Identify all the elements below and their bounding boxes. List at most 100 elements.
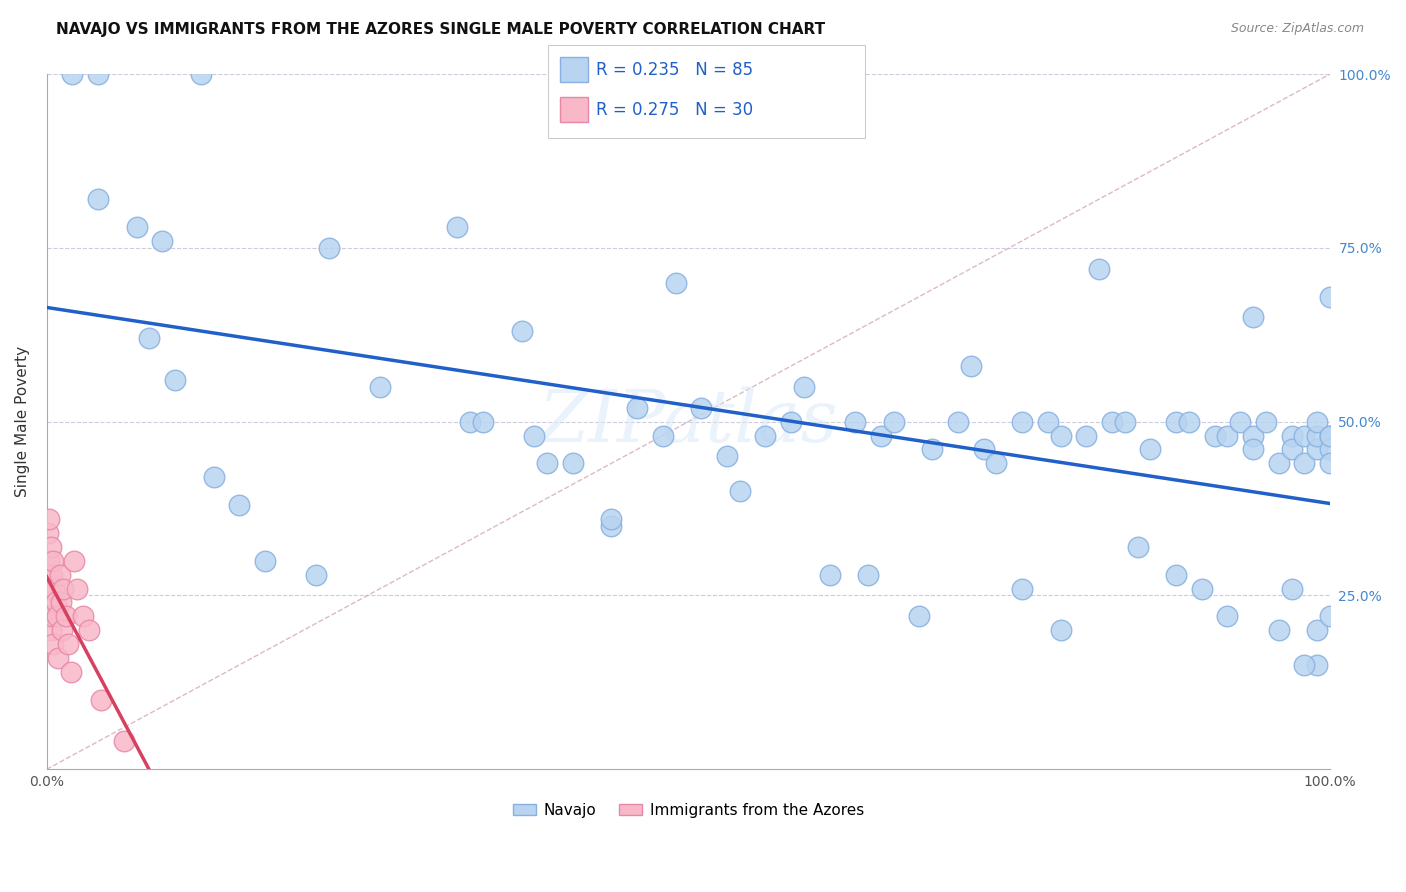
Point xyxy=(42,554,65,568)
Point xyxy=(818,567,841,582)
Point xyxy=(38,554,60,568)
Point xyxy=(60,67,83,81)
Point xyxy=(253,554,276,568)
Text: R = 0.275   N = 30: R = 0.275 N = 30 xyxy=(596,101,754,119)
Point xyxy=(1204,428,1226,442)
Point xyxy=(844,415,866,429)
Point xyxy=(908,609,931,624)
Point xyxy=(510,324,533,338)
Point xyxy=(1241,442,1264,457)
Point xyxy=(39,540,62,554)
Point xyxy=(1306,442,1329,457)
Point xyxy=(1319,456,1341,470)
Point xyxy=(37,525,59,540)
Point xyxy=(883,415,905,429)
Point xyxy=(1216,428,1239,442)
Point xyxy=(946,415,969,429)
Point xyxy=(52,582,75,596)
Point xyxy=(1164,567,1187,582)
Point xyxy=(1306,415,1329,429)
Text: ZIPatlas: ZIPatlas xyxy=(538,386,838,457)
Point xyxy=(55,609,77,624)
Point xyxy=(536,456,558,470)
Point xyxy=(754,428,776,442)
Point xyxy=(1191,582,1213,596)
Point xyxy=(42,637,65,651)
Point xyxy=(318,241,340,255)
Point xyxy=(77,624,100,638)
Point xyxy=(1319,442,1341,457)
Text: Source: ZipAtlas.com: Source: ZipAtlas.com xyxy=(1230,22,1364,36)
Point xyxy=(1281,442,1303,457)
Point xyxy=(1076,428,1098,442)
Point xyxy=(66,582,89,596)
Point xyxy=(728,484,751,499)
Text: R = 0.235   N = 85: R = 0.235 N = 85 xyxy=(596,61,754,78)
Point xyxy=(163,373,186,387)
Point xyxy=(1011,415,1033,429)
Point xyxy=(870,428,893,442)
Point xyxy=(626,401,648,415)
Point xyxy=(600,519,623,533)
Point xyxy=(1088,261,1111,276)
Point xyxy=(1319,428,1341,442)
Point xyxy=(228,498,250,512)
Point xyxy=(1049,428,1071,442)
Point xyxy=(1319,609,1341,624)
Point xyxy=(1306,658,1329,673)
Point xyxy=(44,582,66,596)
Point xyxy=(38,595,60,609)
Point xyxy=(458,415,481,429)
Point xyxy=(45,609,67,624)
Point xyxy=(112,734,135,748)
Point xyxy=(1319,428,1341,442)
Point xyxy=(1306,428,1329,442)
Point xyxy=(921,442,943,457)
Point xyxy=(523,428,546,442)
Point xyxy=(37,567,59,582)
Point xyxy=(472,415,495,429)
Point xyxy=(46,651,69,665)
Point xyxy=(125,219,148,234)
Point xyxy=(1049,624,1071,638)
Point xyxy=(202,470,225,484)
Point xyxy=(370,380,392,394)
Point xyxy=(1281,582,1303,596)
Point xyxy=(1216,609,1239,624)
Point xyxy=(1178,415,1201,429)
Point xyxy=(72,609,94,624)
Point xyxy=(664,276,686,290)
Text: NAVAJO VS IMMIGRANTS FROM THE AZORES SINGLE MALE POVERTY CORRELATION CHART: NAVAJO VS IMMIGRANTS FROM THE AZORES SIN… xyxy=(56,22,825,37)
Point xyxy=(793,380,815,394)
Point xyxy=(1281,428,1303,442)
Point xyxy=(1164,415,1187,429)
Point xyxy=(1241,428,1264,442)
Point xyxy=(716,450,738,464)
Point xyxy=(60,665,83,679)
Point xyxy=(138,331,160,345)
Point xyxy=(1036,415,1059,429)
Point xyxy=(1294,428,1316,442)
Point xyxy=(305,567,328,582)
Point xyxy=(651,428,673,442)
Point xyxy=(87,67,110,81)
Point xyxy=(1294,456,1316,470)
Point xyxy=(1139,442,1161,457)
Point xyxy=(959,359,981,373)
Point xyxy=(1306,624,1329,638)
Y-axis label: Single Male Poverty: Single Male Poverty xyxy=(15,346,30,497)
Point xyxy=(48,567,70,582)
Legend: Navajo, Immigrants from the Azores: Navajo, Immigrants from the Azores xyxy=(506,797,870,824)
Point xyxy=(1267,456,1289,470)
Point xyxy=(190,67,212,81)
Point xyxy=(90,693,112,707)
Point xyxy=(41,567,63,582)
Point xyxy=(1011,582,1033,596)
Point xyxy=(1101,415,1123,429)
Point xyxy=(1114,415,1136,429)
Point xyxy=(51,624,73,638)
Point xyxy=(87,192,110,206)
Point xyxy=(973,442,995,457)
Point xyxy=(39,582,62,596)
Point xyxy=(856,567,879,582)
